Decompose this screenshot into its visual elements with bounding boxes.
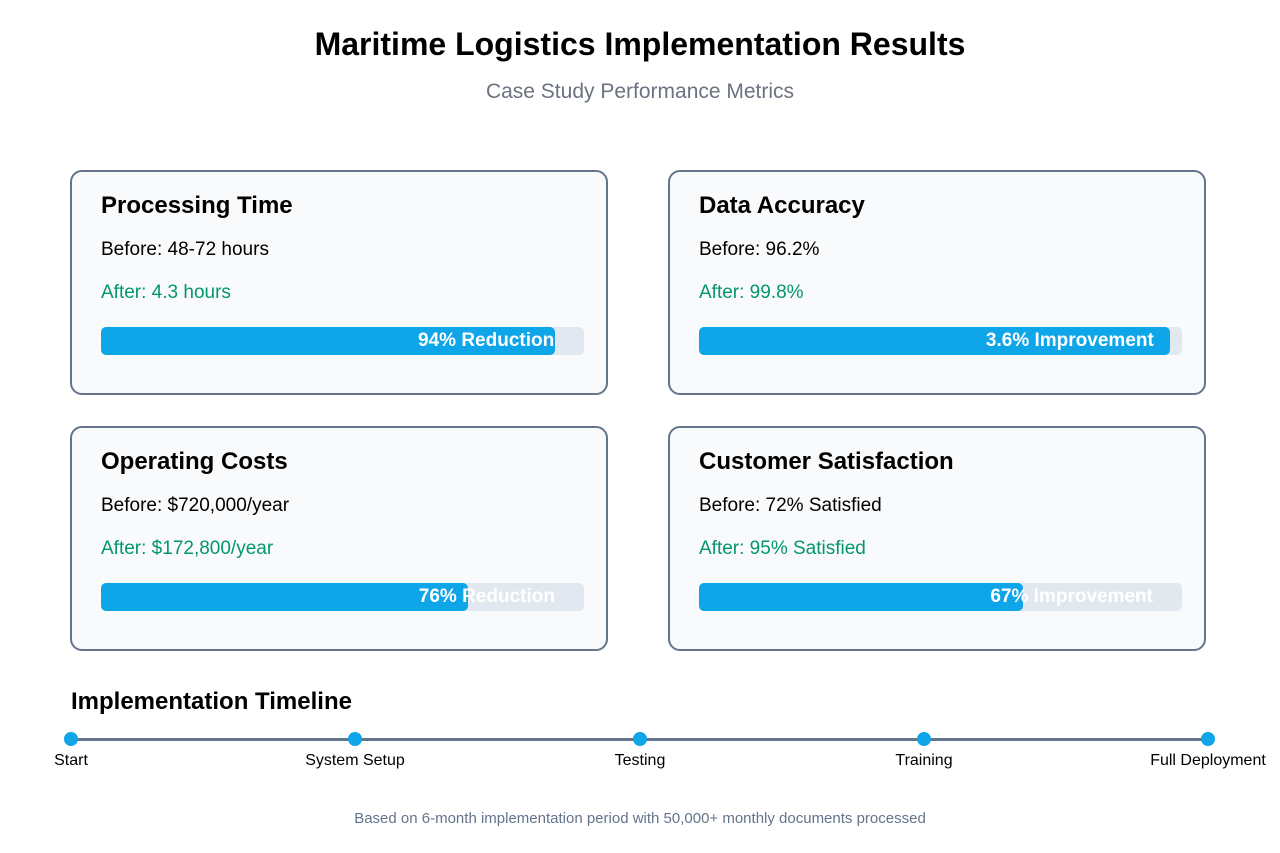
milestone-dot: [348, 732, 362, 746]
milestone-label: Training: [895, 752, 953, 769]
metric-progress-track: 67% Improvement: [699, 583, 1182, 611]
milestone-dot: [917, 732, 931, 746]
metric-title: Data Accuracy: [699, 192, 865, 219]
metric-progress-track: 94% Reduction: [101, 327, 584, 355]
metric-title: Customer Satisfaction: [699, 448, 954, 475]
timeline-title: Implementation Timeline: [71, 688, 352, 715]
milestone-label: Full Deployment: [1150, 752, 1266, 769]
metric-progress-fill: [101, 583, 469, 611]
milestone-dot: [1201, 732, 1215, 746]
metric-after-value: After: $172,800/year: [101, 538, 274, 559]
metric-progress-label: 94% Reduction: [418, 330, 555, 351]
metric-before-value: Before: 48-72 hours: [101, 239, 269, 260]
metric-before-value: Before: 96.2%: [699, 239, 820, 260]
metric-progress-label: 3.6% Improvement: [985, 330, 1154, 351]
metric-card-processing-time: Processing Time Before: 48-72 hours Afte…: [70, 170, 608, 395]
metric-progress-label: 76% Reduction: [418, 586, 555, 607]
metric-before-value: Before: $720,000/year: [101, 495, 290, 516]
milestone-label: Testing: [614, 752, 666, 769]
page-subtitle: Case Study Performance Metrics: [485, 80, 795, 103]
milestone-label: System Setup: [305, 752, 405, 769]
metric-after-value: After: 4.3 hours: [101, 282, 231, 303]
metric-progress-fill: [699, 327, 1170, 355]
metric-after-value: After: 99.8%: [699, 282, 804, 303]
metric-card-customer-satisfaction: Customer Satisfaction Before: 72% Satisf…: [668, 426, 1206, 651]
metric-progress-track: 76% Reduction: [101, 583, 584, 611]
metric-progress-label: 67% Improvement: [990, 586, 1153, 607]
metric-title: Processing Time: [101, 192, 293, 219]
footer-note: Based on 6-month implementation period w…: [354, 810, 926, 827]
metric-card-data-accuracy: Data Accuracy Before: 96.2% After: 99.8%…: [668, 170, 1206, 395]
milestone-dot: [633, 732, 647, 746]
metric-progress-fill: [699, 583, 1023, 611]
metric-progress-fill: [101, 327, 556, 355]
metric-after-value: After: 95% Satisfied: [699, 538, 866, 559]
metric-card-operating-costs: Operating Costs Before: $720,000/year Af…: [70, 426, 608, 651]
metric-progress-track: 3.6% Improvement: [699, 327, 1182, 355]
milestone-label: Start: [54, 752, 88, 769]
metric-title: Operating Costs: [101, 448, 288, 475]
page-title: Maritime Logistics Implementation Result…: [314, 26, 966, 62]
milestone-dot: [64, 732, 78, 746]
metric-before-value: Before: 72% Satisfied: [699, 495, 882, 516]
